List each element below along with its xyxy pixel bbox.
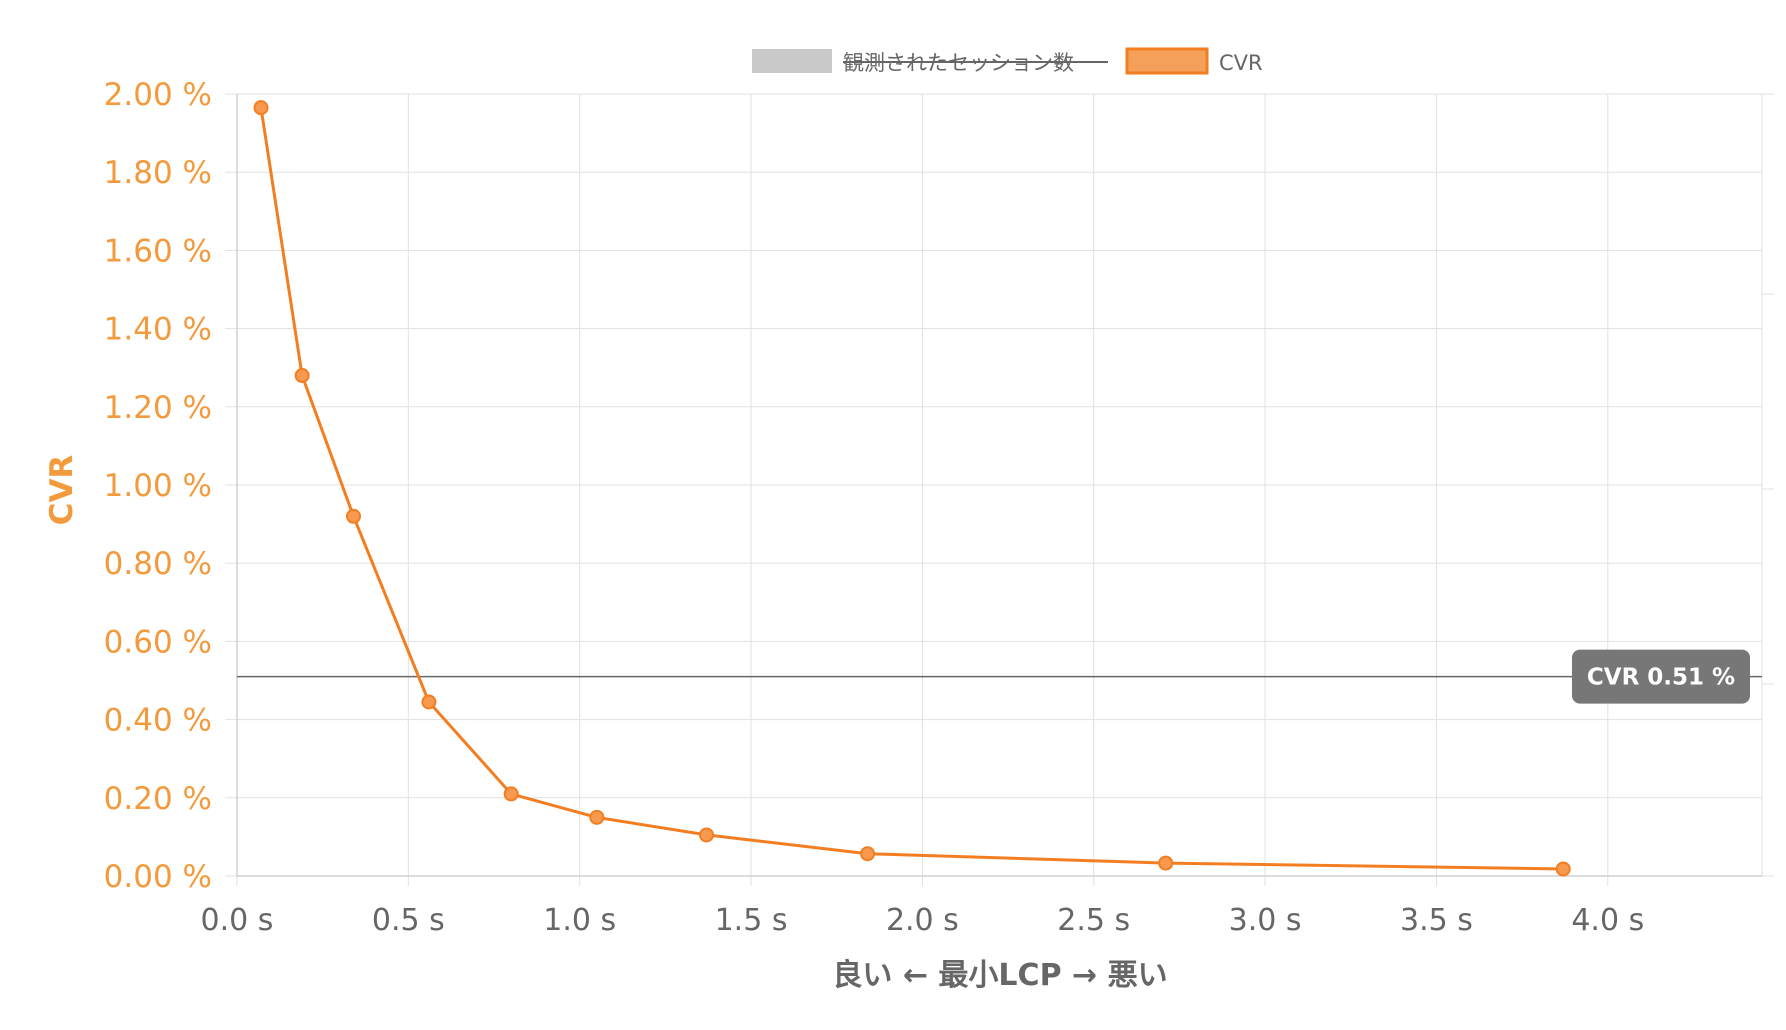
x-tick-label: 2.5 s bbox=[1057, 903, 1130, 938]
data-point bbox=[421, 694, 437, 710]
y-tick-label: 1.40 % bbox=[104, 312, 212, 348]
data-point bbox=[346, 508, 362, 524]
y-tick-label: 0.80 % bbox=[104, 546, 212, 582]
y-tick-label: 0.20 % bbox=[104, 781, 212, 817]
legend-swatch-cvr bbox=[1125, 47, 1209, 75]
data-point bbox=[1555, 861, 1571, 877]
y-tick-label: 0.40 % bbox=[104, 703, 212, 739]
axes bbox=[236, 94, 1762, 877]
y-tick-label: 1.20 % bbox=[104, 390, 212, 426]
x-tick-label: 3.5 s bbox=[1400, 903, 1473, 938]
data-point bbox=[253, 100, 269, 116]
series-line-cvr bbox=[259, 107, 1564, 871]
legend-item-cvr[interactable]: CVR bbox=[1125, 47, 1263, 75]
y-tick-label: 0.60 % bbox=[104, 624, 212, 660]
data-point bbox=[589, 809, 605, 825]
x-tick-label: 2.0 s bbox=[886, 903, 959, 938]
y-tick-label: 1.00 % bbox=[104, 468, 212, 504]
data-point bbox=[503, 786, 519, 802]
y-tick-label: 0.00 % bbox=[104, 859, 212, 895]
y-axis-ticks: 0.00 % 0.20 % 0.40 % 0.60 % 0.80 % 1.00 % 1.20… bbox=[104, 77, 212, 895]
x-tick-label: 1.5 s bbox=[715, 903, 788, 938]
grid bbox=[225, 93, 1774, 886]
y-tick-label: 1.80 % bbox=[104, 155, 212, 191]
reference-badge-label: CVR 0.51 % bbox=[1587, 665, 1735, 691]
legend-label-cvr: CVR bbox=[1219, 51, 1263, 75]
legend-swatch-sessions bbox=[752, 49, 832, 73]
x-axis-title: 良い ← 最小LCP → 悪い bbox=[832, 958, 1167, 993]
data-point bbox=[294, 368, 310, 384]
x-tick-label: 0.5 s bbox=[372, 903, 445, 938]
data-point bbox=[1158, 855, 1174, 871]
data-point bbox=[860, 846, 876, 862]
legend[interactable]: 観測されたセッション数 CVR bbox=[752, 47, 1263, 75]
x-tick-label: 1.0 s bbox=[543, 903, 616, 938]
reference-badge bbox=[1572, 649, 1750, 704]
legend-item-sessions[interactable]: 観測されたセッション数 bbox=[752, 49, 1108, 75]
data-point bbox=[698, 827, 714, 843]
y-axis-title: CVR bbox=[44, 455, 80, 526]
series-cvr bbox=[253, 100, 1571, 877]
y-tick-label: 2.00 % bbox=[104, 77, 212, 113]
y-tick-label: 1.60 % bbox=[104, 233, 212, 269]
x-tick-label: 0.0 s bbox=[201, 903, 274, 938]
x-tick-label: 3.0 s bbox=[1229, 903, 1302, 938]
reference-line-group: CVR 0.51 % bbox=[237, 649, 1762, 704]
x-axis-ticks: 0.0 s 0.5 s 1.0 s 1.5 s 2.0 s 2.5 s 3.0 s 3.5 s… bbox=[201, 903, 1645, 938]
x-tick-label: 4.0 s bbox=[1571, 903, 1644, 938]
